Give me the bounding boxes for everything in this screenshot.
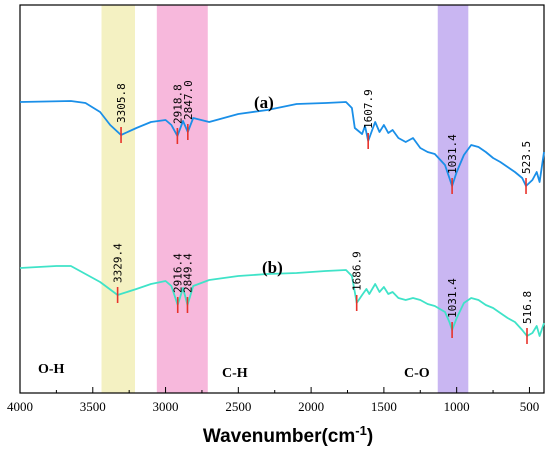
x-tick-label: 4000 bbox=[7, 399, 33, 414]
plot-frame bbox=[19, 4, 545, 394]
x-tick-label: 3500 bbox=[80, 399, 106, 414]
peak-label: 2916.4 bbox=[172, 253, 185, 293]
x-tick-label: 3000 bbox=[153, 399, 179, 414]
x-tick-label: 500 bbox=[520, 399, 540, 414]
peak-label: 3305.8 bbox=[115, 83, 128, 123]
peak-label: 2849.4 bbox=[181, 253, 194, 293]
peak-label: 1031.4 bbox=[446, 134, 459, 174]
x-tick-label: 2500 bbox=[225, 399, 251, 414]
band-o-h bbox=[101, 5, 135, 393]
band-label-ch: C-H bbox=[222, 366, 248, 381]
series-lines bbox=[19, 100, 545, 337]
functional-group-bands bbox=[101, 5, 469, 393]
band-label-oh: O-H bbox=[38, 362, 65, 377]
peak-label: 1031.4 bbox=[446, 278, 459, 318]
series-line-b bbox=[19, 265, 545, 337]
x-tick-label: 1500 bbox=[371, 399, 397, 414]
series-label-b: (b) bbox=[262, 258, 283, 277]
peak-label: 1686.9 bbox=[351, 251, 364, 291]
peak-label: 516.8 bbox=[521, 291, 534, 324]
band-c-h bbox=[156, 5, 208, 393]
peak-label: 523.5 bbox=[520, 141, 533, 174]
peak-label: 3329.4 bbox=[112, 243, 125, 283]
x-tick-label: 2000 bbox=[298, 399, 324, 414]
x-tick-label: 1000 bbox=[444, 399, 470, 414]
peak-label: 2918.8 bbox=[171, 84, 184, 124]
series-label-a: (a) bbox=[254, 93, 274, 112]
band-label-co: C-O bbox=[404, 366, 430, 381]
x-axis-title: Wavenumber(cm-1) bbox=[203, 423, 373, 447]
band-c-o bbox=[437, 5, 469, 393]
peak-label: 2847.0 bbox=[182, 80, 195, 120]
peak-label: 1607.9 bbox=[362, 89, 375, 129]
x-axis: 4000 3500 3000 2500 2000 1500 1000 500 bbox=[7, 387, 539, 414]
series-line-a bbox=[19, 100, 545, 187]
